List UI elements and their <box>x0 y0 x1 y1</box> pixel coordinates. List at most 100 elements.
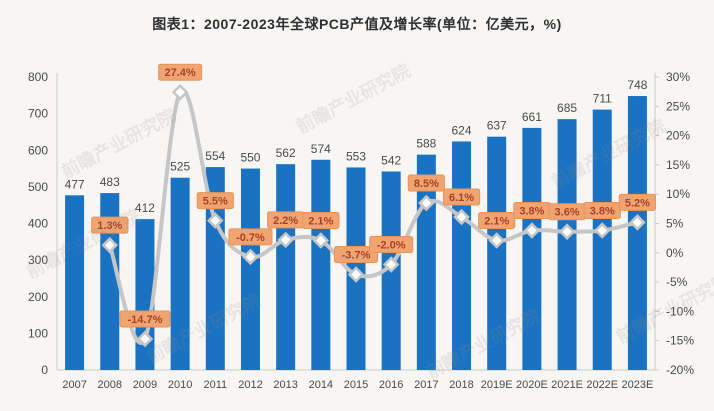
bar <box>487 136 507 370</box>
growth-label-box <box>407 174 445 192</box>
y-axis-left-label: 800 <box>28 70 48 84</box>
bar-value-label: 574 <box>311 142 331 156</box>
line-marker <box>488 232 505 249</box>
line-marker <box>242 248 259 266</box>
growth-label-text: 1.3% <box>97 220 122 232</box>
y-axis-right-label: 25% <box>666 99 690 113</box>
growth-label-box <box>91 216 129 234</box>
bar-value-label: 748 <box>627 78 647 92</box>
bar <box>311 159 331 370</box>
growth-label-box <box>158 63 203 81</box>
growth-label: 3.8% <box>513 202 551 220</box>
bar <box>100 193 120 370</box>
bar-value-label: 637 <box>487 119 507 133</box>
pcb-value-growth-chart: 0 100 200 300 400 500 600 700 800 -20% -15% -10% -5%… <box>28 63 694 391</box>
y-axis-left-label: 600 <box>28 143 48 157</box>
x-tick-label: 2008 <box>98 379 122 391</box>
line-marker <box>312 232 330 249</box>
line-marker <box>593 222 611 239</box>
growth-label-text: 6.1% <box>449 192 474 204</box>
x-tick-label: 2019E <box>481 379 513 391</box>
y-axis-right-label: -15% <box>666 334 694 348</box>
bar-value-label: 554 <box>205 149 225 163</box>
growth-label: 5.2% <box>618 193 657 211</box>
growth-label: 2.2% <box>267 211 305 229</box>
bar <box>557 119 577 371</box>
growth-label-box <box>618 193 657 211</box>
growth-label: 27.4% <box>158 63 203 81</box>
bar <box>65 195 85 370</box>
growth-label-text: 2.1% <box>308 215 333 227</box>
line-marker <box>101 236 119 254</box>
y-axis-right-label: 10% <box>666 187 690 201</box>
growth-label-text: -0.7% <box>236 232 265 244</box>
y-axis-right-label: 20% <box>666 129 690 143</box>
y-axis-left-label: 500 <box>28 180 48 194</box>
growth-label-box <box>302 211 340 229</box>
line-marker <box>171 83 189 101</box>
y-axis-right-label: -20% <box>666 363 694 377</box>
bar-value-label: 550 <box>240 151 260 165</box>
x-tick-label: 2020E <box>516 379 548 391</box>
x-tick-label: 2022E <box>586 379 618 391</box>
bar-value-label: 562 <box>276 146 296 160</box>
bar-value-label: 553 <box>346 149 366 163</box>
growth-label: 1.3% <box>91 216 129 234</box>
bar-value-label: 542 <box>381 153 401 167</box>
bar-value-label: 588 <box>416 137 436 151</box>
x-tick-label: 2016 <box>379 379 403 391</box>
bar <box>592 109 612 370</box>
x-tick-label: 2017 <box>414 379 438 391</box>
bar-value-label: 477 <box>65 177 85 191</box>
bar-value-label: 661 <box>522 110 542 124</box>
bar <box>627 96 647 371</box>
bar-value-label: 624 <box>452 123 472 137</box>
bar-value-label: 525 <box>170 160 190 174</box>
bar <box>170 177 190 370</box>
y-axis-right-label: 0% <box>666 246 684 260</box>
y-axis-left-label: 400 <box>28 217 48 231</box>
line-marker <box>418 194 435 212</box>
growth-label-box <box>478 211 516 229</box>
x-tick-label: 2015 <box>344 379 368 391</box>
y-axis-left-label: 0 <box>41 363 48 377</box>
growth-label-text: -2.0% <box>377 240 406 252</box>
growth-label-text: 2.1% <box>484 215 509 227</box>
bar <box>240 168 260 370</box>
line-marker <box>136 330 154 348</box>
growth-label: -3.7% <box>334 245 378 263</box>
y-axis-left-label: 300 <box>28 253 48 267</box>
growth-label: 3.6% <box>548 203 586 221</box>
growth-label-text: 5.5% <box>203 196 228 208</box>
y-axis-left-label: 200 <box>28 290 48 304</box>
x-tick-label: 2010 <box>168 379 192 391</box>
growth-label: 3.8% <box>583 202 621 220</box>
growth-label-text: 27.4% <box>165 67 196 79</box>
x-tick-label: 2013 <box>273 379 297 391</box>
growth-label-text: 8.5% <box>414 178 439 190</box>
growth-label-box <box>334 245 378 263</box>
y-axis-left-label: 100 <box>28 326 48 340</box>
line-marker <box>629 214 646 231</box>
growth-label-text: -3.7% <box>342 249 371 261</box>
growth-label: -14.7% <box>119 310 171 328</box>
growth-label-box <box>228 228 273 246</box>
growth-label: -0.7% <box>228 228 273 246</box>
growth-label: 2.1% <box>478 211 516 229</box>
y-axis-right-label: 30% <box>666 70 690 84</box>
growth-label-box <box>196 192 234 210</box>
bar <box>135 219 155 370</box>
growth-label-text: 2.2% <box>273 215 298 227</box>
x-tick-label: 2023E <box>622 379 654 391</box>
bar <box>452 141 472 370</box>
bar <box>276 164 296 370</box>
growth-label-text: 3.6% <box>555 207 580 219</box>
growth-label: 8.5% <box>407 174 445 192</box>
y-axis-right-label: -10% <box>666 304 694 318</box>
y-axis-right-label: 15% <box>666 158 690 172</box>
x-tick-label: 2007 <box>62 379 86 391</box>
line-marker <box>453 208 470 226</box>
growth-label: 6.1% <box>442 188 481 206</box>
bar <box>522 127 542 370</box>
